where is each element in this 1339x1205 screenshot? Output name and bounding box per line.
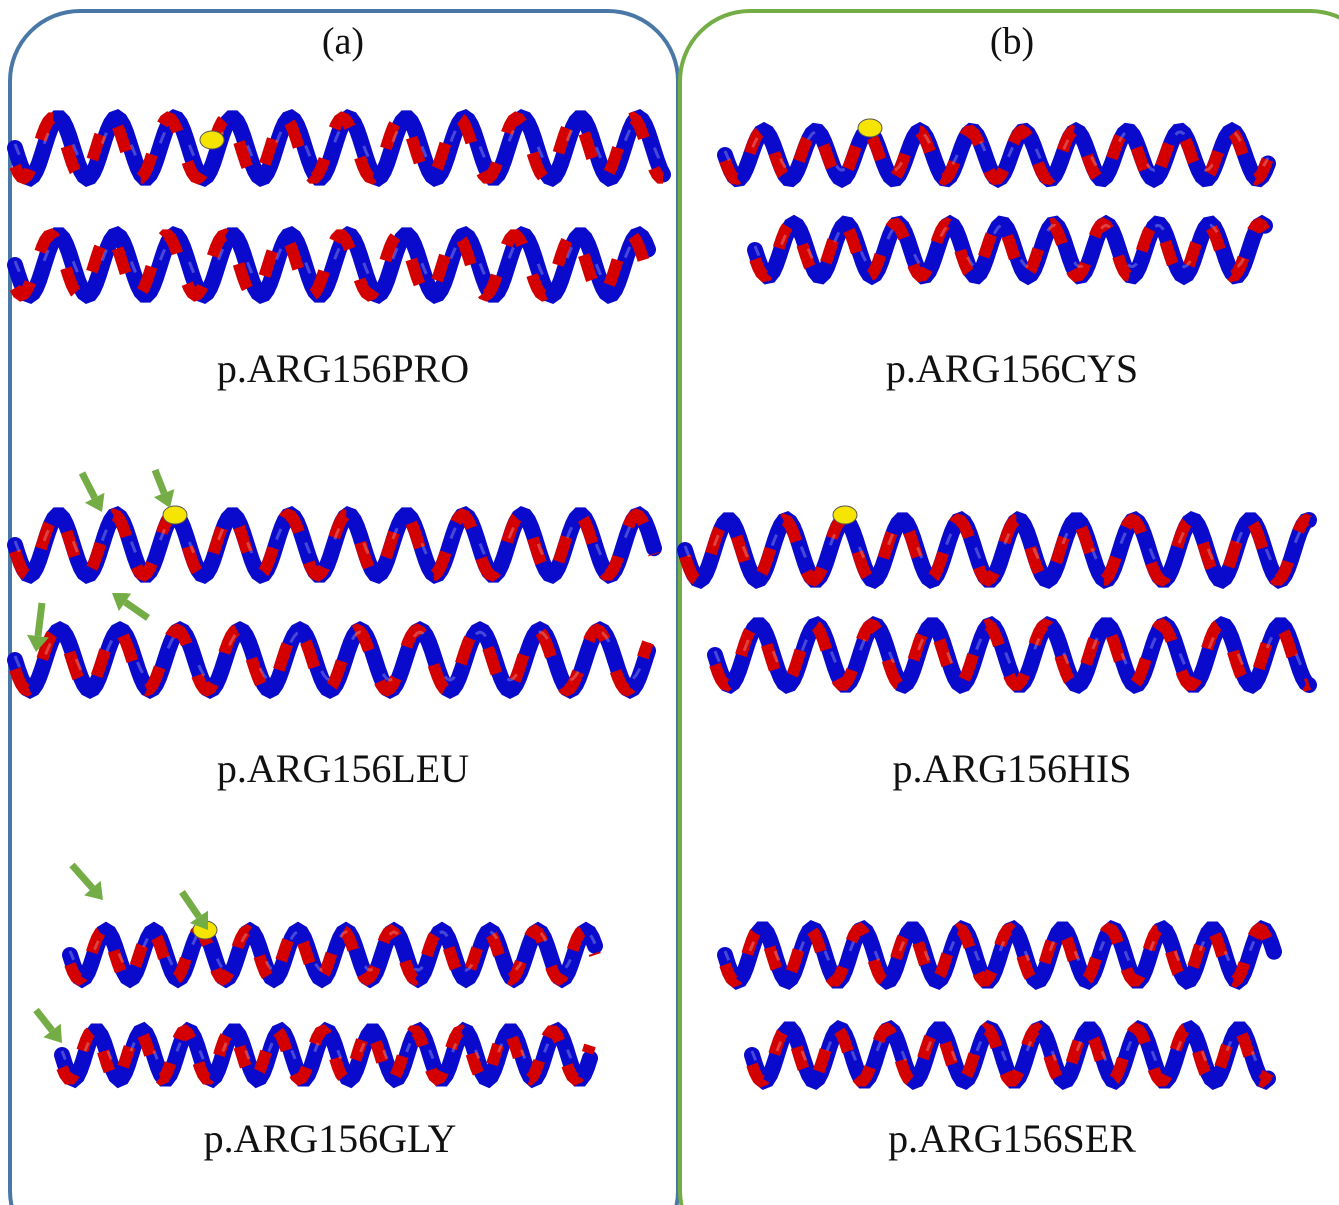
mutation-label: p.ARG156LEU <box>217 746 469 791</box>
mutation-label: p.ARG156HIS <box>893 746 1132 791</box>
mutation-site <box>200 131 224 149</box>
panel-label: (a) <box>322 21 364 63</box>
mutation-site <box>858 119 882 137</box>
mutation-label: p.ARG156GLY <box>204 1116 457 1161</box>
arrow-shaft <box>38 603 42 636</box>
mutation-site <box>833 506 857 524</box>
mutation-label: p.ARG156PRO <box>217 346 469 391</box>
mutation-label: p.ARG156CYS <box>886 346 1138 391</box>
figure: (a) (b) p.ARG156PRO p.ARG156LEU p.ARG156… <box>0 0 1339 1205</box>
mutation-site <box>163 506 187 524</box>
panel-label: (b) <box>990 21 1034 63</box>
mutation-label: p.ARG156SER <box>888 1116 1136 1161</box>
